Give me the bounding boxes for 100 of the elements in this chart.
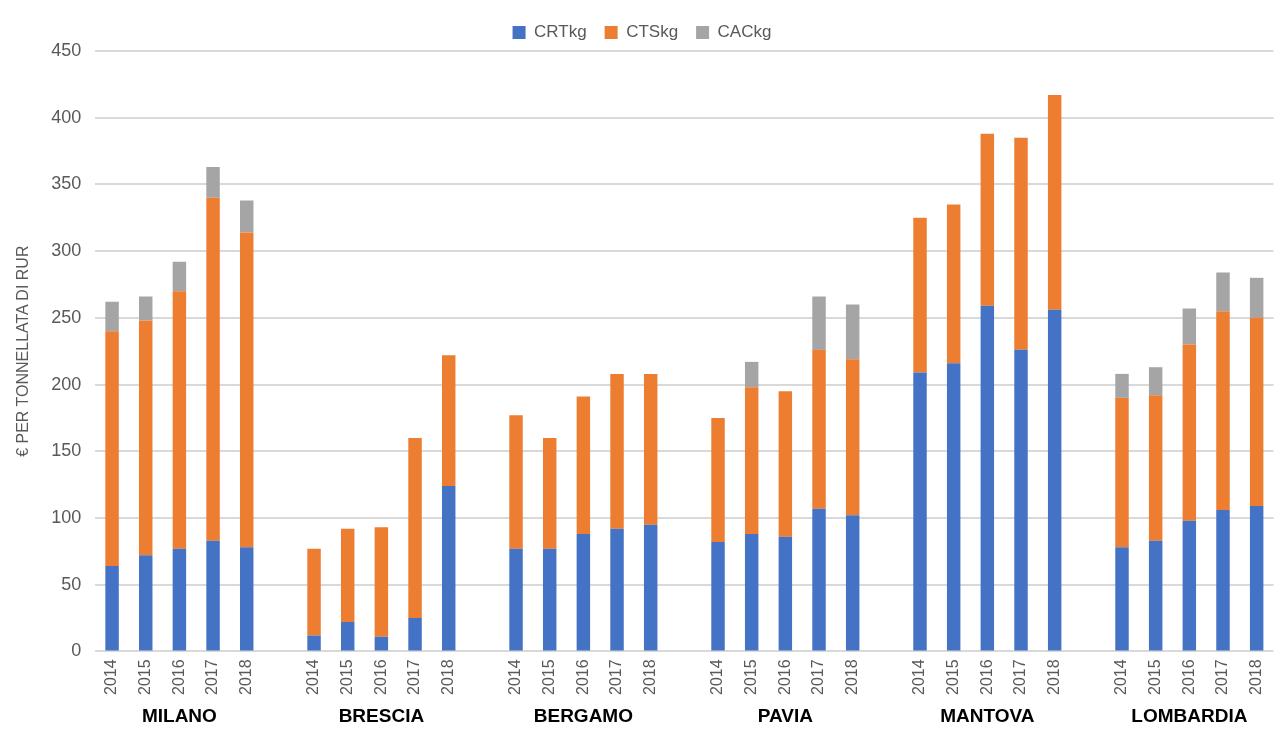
- bar: [576, 396, 591, 534]
- x-tick-label: 2016: [169, 659, 187, 695]
- bar: [340, 528, 355, 623]
- x-tick-label: 2014: [506, 659, 524, 695]
- x-tick-label: 2014: [102, 659, 120, 695]
- bar: [1182, 308, 1197, 345]
- bar: [206, 167, 220, 198]
- x-tick-label: 2018: [641, 659, 659, 695]
- bar: [1216, 509, 1230, 651]
- bar: [980, 133, 995, 306]
- x-tick-label: 2017: [607, 659, 625, 695]
- bar: [778, 536, 793, 651]
- bar: [845, 359, 860, 516]
- bar: [239, 200, 254, 233]
- x-tick-label: 2018: [1045, 659, 1063, 695]
- x-tick-label: 2016: [573, 659, 591, 695]
- bar: [307, 548, 321, 636]
- bar: [307, 635, 321, 651]
- bar: [139, 296, 153, 321]
- bar: [845, 304, 860, 360]
- y-tick-label: 350: [51, 173, 82, 194]
- bar: [172, 548, 187, 651]
- bar: [1249, 277, 1264, 318]
- bar: [105, 331, 119, 567]
- bar: [980, 305, 995, 651]
- text: PAVIA: [757, 705, 814, 727]
- bar: [1047, 309, 1062, 651]
- bar: [542, 548, 557, 651]
- bar: [1249, 317, 1264, 506]
- bar: [1115, 373, 1129, 398]
- bar: [542, 437, 557, 549]
- bar: [1148, 395, 1163, 541]
- x-tick-label: 2017: [1213, 659, 1231, 695]
- bar: [509, 548, 523, 651]
- bar: [778, 391, 793, 537]
- bar: [206, 540, 220, 651]
- bar: [913, 372, 927, 651]
- x-tick-label: 2015: [338, 659, 356, 695]
- x-tick-label: 2015: [136, 659, 154, 695]
- bar: [812, 296, 826, 350]
- bar: [408, 618, 422, 651]
- bar: [1148, 540, 1163, 651]
- bar: [744, 387, 759, 534]
- bar: [711, 542, 725, 651]
- bar: [239, 547, 254, 651]
- bar: [441, 485, 456, 651]
- x-tick-label: 2018: [439, 659, 457, 695]
- bar: [643, 524, 658, 651]
- x-tick-label: 2016: [775, 659, 793, 695]
- bar: [1014, 349, 1028, 651]
- bar: [1047, 95, 1062, 310]
- bar: [946, 363, 961, 651]
- x-tick-label: 2018: [843, 659, 861, 695]
- bar: [206, 197, 220, 541]
- bar: [1216, 311, 1230, 510]
- bar: [374, 527, 389, 637]
- bar: [172, 261, 187, 292]
- x-tick-label: 2014: [910, 659, 928, 695]
- y-tick-label: 450: [51, 39, 82, 60]
- y-tick-label: 250: [51, 306, 82, 327]
- x-tick-label: 2016: [977, 659, 995, 695]
- legend-label: CTSkg: [626, 22, 679, 42]
- x-tick-label: 2018: [237, 659, 255, 695]
- text: MILANO: [141, 705, 217, 727]
- x-tick-label: 2016: [1179, 659, 1197, 695]
- y-tick-label: 100: [51, 506, 82, 527]
- x-tick-label: 2017: [1011, 659, 1029, 695]
- x-tick-label: 2015: [742, 659, 760, 695]
- bar: [105, 301, 119, 332]
- y-axis-title: € PER TONNELLATA DI RUR: [14, 245, 32, 457]
- x-tick-label: 2014: [708, 659, 726, 695]
- bar: [610, 373, 624, 529]
- bar: [441, 355, 456, 486]
- bar: [408, 437, 422, 619]
- bar: [1115, 547, 1129, 651]
- bar: [913, 217, 927, 373]
- bar: [643, 373, 658, 525]
- bar: [105, 566, 119, 651]
- legend-label: CRTkg: [534, 22, 587, 42]
- y-tick-label: 50: [61, 573, 82, 594]
- bar: [711, 417, 725, 542]
- y-tick-label: 200: [51, 373, 82, 394]
- bar: [139, 555, 153, 651]
- bar: [1115, 397, 1129, 548]
- x-tick-label: 2015: [944, 659, 962, 695]
- x-tick-label: 2017: [809, 659, 827, 695]
- bar: [610, 528, 624, 651]
- bar: [1014, 137, 1028, 350]
- x-tick-label: 2015: [540, 659, 558, 695]
- bar: [1216, 272, 1230, 312]
- text: MANTOVA: [940, 705, 1035, 727]
- bar: [576, 533, 591, 651]
- y-tick-label: 300: [51, 240, 82, 261]
- bar: [1249, 505, 1264, 651]
- bar: [1148, 367, 1163, 396]
- bar: [374, 636, 389, 651]
- bar: [744, 533, 759, 651]
- bar: [812, 508, 826, 651]
- text: BRESCIA: [338, 705, 425, 727]
- bar: [812, 349, 826, 509]
